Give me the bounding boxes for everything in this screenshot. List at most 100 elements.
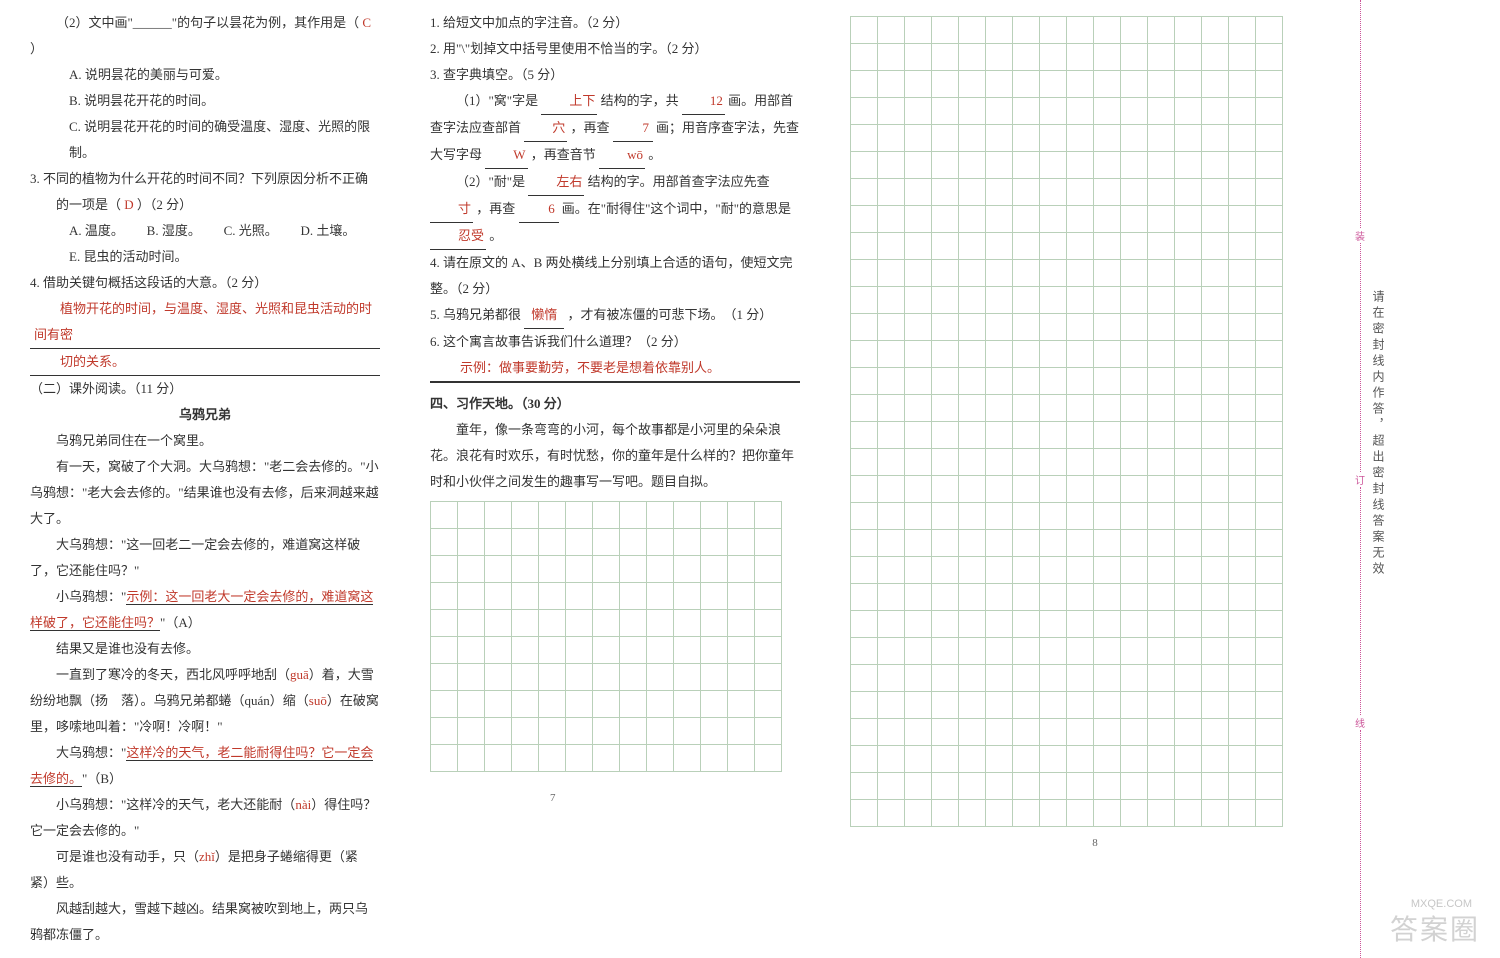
grid-cell	[1174, 259, 1202, 287]
grid-cell	[1255, 232, 1283, 260]
q31-ans1: 上下	[541, 88, 597, 115]
grid-cell	[985, 205, 1013, 233]
grid-cell	[592, 717, 620, 745]
grid-cell	[1012, 340, 1040, 368]
grid-cell	[1039, 43, 1067, 71]
grid-cell	[430, 555, 458, 583]
grid-row	[850, 232, 1340, 259]
c2-q3-title: 3. 查字典填空。（5 分）	[430, 62, 800, 88]
grid-cell	[904, 16, 932, 44]
grid-cell	[1255, 151, 1283, 179]
grid-cell	[985, 232, 1013, 260]
grid-cell	[1012, 367, 1040, 395]
grid-cell	[1093, 610, 1121, 638]
grid-cell	[592, 744, 620, 772]
grid-cell	[1228, 97, 1256, 125]
grid-cell	[538, 636, 566, 664]
grid-cell	[511, 582, 539, 610]
grid-cell	[565, 717, 593, 745]
grid-cell	[985, 151, 1013, 179]
grid-row	[850, 151, 1340, 178]
grid-cell	[1147, 502, 1175, 530]
grid-cell	[457, 663, 485, 691]
grid-cell	[1147, 529, 1175, 557]
grid-cell	[1012, 475, 1040, 503]
c2-q2: 2. 用"\"划掉文中括号里使用不恰当的字。（2 分）	[430, 36, 800, 62]
grid-row	[850, 124, 1340, 151]
grid-cell	[877, 583, 905, 611]
grid-cell	[1039, 70, 1067, 98]
grid-cell	[673, 636, 701, 664]
grid-cell	[1120, 718, 1148, 746]
grid-cell	[1147, 232, 1175, 260]
c2-q3-1: （1）"窝"字是 上下 结构的字，共 12 画。用部首查字法应查部首 穴 ，再查…	[430, 88, 800, 169]
grid-cell	[1255, 583, 1283, 611]
grid-cell	[931, 583, 959, 611]
grid-cell	[1120, 772, 1148, 800]
q32-d: 画。在"耐得住"这个词中，"耐"的意思是	[562, 201, 791, 216]
grid-cell	[646, 744, 674, 772]
grid-cell	[1066, 772, 1094, 800]
grid-cell	[1201, 718, 1229, 746]
story-p3: 大乌鸦想："这一回老二一定会去修的，难道窝这样破了，它还能住吗？"	[30, 532, 380, 584]
grid-cell	[1228, 691, 1256, 719]
grid-cell	[1066, 70, 1094, 98]
grid-cell	[1066, 664, 1094, 692]
grid-cell	[1093, 475, 1121, 503]
c2-q6: 6. 这个寓言故事告诉我们什么道理？（2 分）	[430, 329, 800, 355]
grid-cell	[1039, 178, 1067, 206]
grid-cell	[850, 448, 878, 476]
grid-cell	[1120, 205, 1148, 233]
q31-d: ，再查	[571, 120, 610, 135]
grid-cell	[1174, 97, 1202, 125]
q32-a: （2）"耐"是	[456, 174, 525, 189]
grid-cell	[646, 690, 674, 718]
grid-cell	[1201, 502, 1229, 530]
q4-answer-line1: 植物开花的时间，与温度、湿度、光照和昆虫活动的时间有密	[30, 296, 380, 349]
q2-opt-c: C. 说明昙花开花的时间的确受温度、湿度、光照的限制。	[69, 114, 380, 166]
grid-cell	[931, 367, 959, 395]
grid-cell	[1120, 421, 1148, 449]
grid-cell	[1093, 799, 1121, 827]
grid-cell	[1147, 394, 1175, 422]
q3-opt-c: C. 光照。	[224, 223, 272, 238]
grid-cell	[1174, 70, 1202, 98]
grid-cell	[904, 97, 932, 125]
q2-tail: ）	[30, 41, 43, 56]
grid-cell	[958, 772, 986, 800]
p7-lead: 大乌鸦想："	[56, 745, 126, 760]
grid-cell	[565, 744, 593, 772]
grid-row	[430, 555, 800, 582]
grid-cell	[592, 636, 620, 664]
grid-cell	[1228, 124, 1256, 152]
grid-cell	[1174, 556, 1202, 584]
grid-cell	[904, 313, 932, 341]
grid-cell	[850, 43, 878, 71]
grid-cell	[1174, 691, 1202, 719]
q31-b: 结构的字，共	[601, 93, 679, 108]
grid-cell	[484, 636, 512, 664]
grid-cell	[877, 664, 905, 692]
grid-row	[850, 97, 1340, 124]
grid-cell	[1147, 97, 1175, 125]
grid-cell	[1201, 664, 1229, 692]
grid-cell	[1093, 43, 1121, 71]
grid-cell	[1066, 313, 1094, 341]
grid-cell	[1093, 259, 1121, 287]
grid-cell	[1201, 475, 1229, 503]
grid-cell	[877, 448, 905, 476]
grid-cell	[931, 799, 959, 827]
grid-cell	[877, 340, 905, 368]
grid-cell	[1066, 556, 1094, 584]
grid-cell	[619, 555, 647, 583]
grid-cell	[931, 259, 959, 287]
grid-cell	[850, 259, 878, 287]
grid-cell	[673, 555, 701, 583]
grid-cell	[511, 744, 539, 772]
grid-cell	[877, 718, 905, 746]
q2-stem: （2）文中画"______"的句子以昙花为例，其作用是（ C ）	[30, 10, 380, 62]
grid-cell	[1093, 367, 1121, 395]
grid-row	[850, 610, 1340, 637]
column-left: （2）文中画"______"的句子以昙花为例，其作用是（ C ） A. 说明昙花…	[0, 0, 400, 958]
grid-cell	[1093, 97, 1121, 125]
